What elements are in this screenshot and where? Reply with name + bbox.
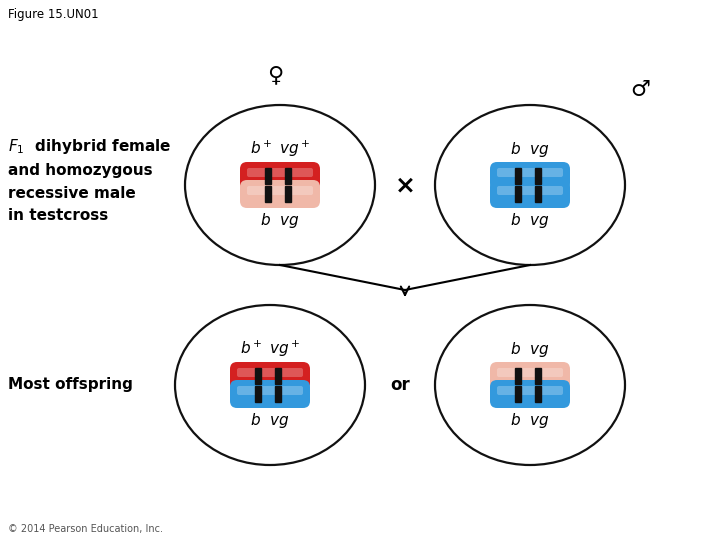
Text: $b^+\ vg^+$: $b^+\ vg^+$ [250,139,310,159]
Bar [255,368,261,384]
FancyBboxPatch shape [490,162,570,190]
Text: $b^+\ vg^+$: $b^+\ vg^+$ [240,339,300,359]
Bar [515,186,521,202]
Text: © 2014 Pearson Education, Inc.: © 2014 Pearson Education, Inc. [8,524,163,534]
Text: Figure 15.UN01: Figure 15.UN01 [8,8,99,21]
Bar [515,386,521,402]
Bar [285,168,291,184]
Bar [265,168,271,184]
FancyBboxPatch shape [490,362,570,390]
Text: ♀: ♀ [267,65,283,85]
Bar [535,168,541,184]
Bar [515,168,521,184]
Text: $b\ \ vg$: $b\ \ vg$ [510,340,550,359]
FancyBboxPatch shape [240,162,320,190]
Bar [275,368,281,384]
Text: $b\ \ vg$: $b\ \ vg$ [510,140,550,159]
Text: $b\ \ vg$: $b\ \ vg$ [510,211,550,230]
FancyBboxPatch shape [240,180,320,208]
FancyBboxPatch shape [497,186,563,195]
FancyBboxPatch shape [490,380,570,408]
Text: $b\ \ vg$: $b\ \ vg$ [510,411,550,430]
FancyBboxPatch shape [230,380,310,408]
FancyBboxPatch shape [230,362,310,390]
Text: Most offspring: Most offspring [8,377,133,393]
FancyBboxPatch shape [497,386,563,395]
Text: ×: × [395,173,415,197]
Bar [535,186,541,202]
FancyBboxPatch shape [237,386,303,395]
FancyBboxPatch shape [237,368,303,377]
FancyBboxPatch shape [497,168,563,177]
Bar [515,368,521,384]
Bar [255,386,261,402]
Bar [285,186,291,202]
Bar [265,186,271,202]
Text: $b\ \ vg$: $b\ \ vg$ [250,411,290,430]
Bar [535,386,541,402]
FancyBboxPatch shape [247,168,313,177]
FancyBboxPatch shape [497,368,563,377]
Text: $F_1$  dihybrid female
and homozygous
recessive male
in testcross: $F_1$ dihybrid female and homozygous rec… [8,137,171,223]
Bar [535,368,541,384]
Text: $b\ \ vg$: $b\ \ vg$ [260,211,300,230]
FancyBboxPatch shape [247,186,313,195]
Bar [275,386,281,402]
FancyBboxPatch shape [490,180,570,208]
Text: or: or [390,376,410,394]
Text: ♂: ♂ [630,80,650,100]
